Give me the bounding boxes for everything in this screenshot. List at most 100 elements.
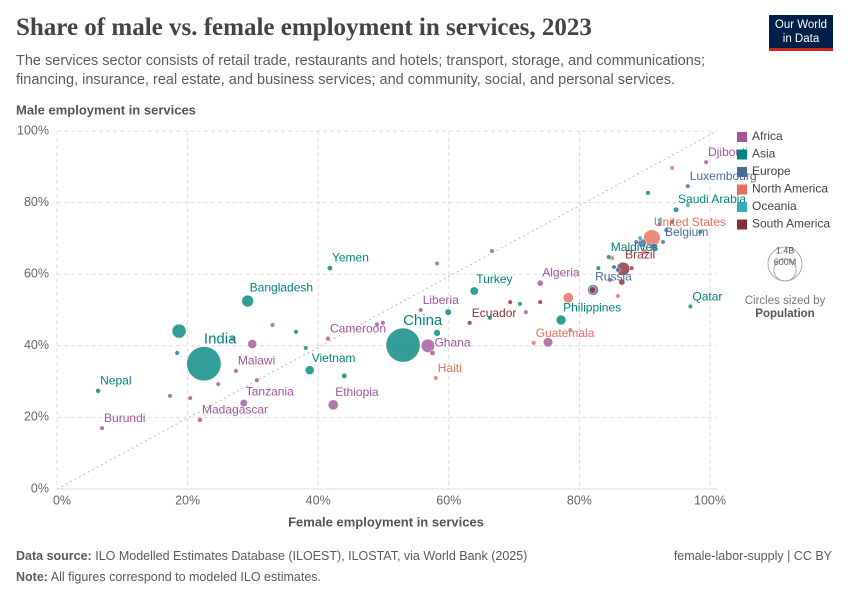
bubble[interactable] bbox=[444, 308, 452, 316]
legend-label[interactable]: Oceania bbox=[752, 199, 797, 213]
bubble[interactable] bbox=[607, 277, 613, 283]
bubble[interactable] bbox=[615, 293, 621, 299]
bubble[interactable] bbox=[174, 350, 180, 356]
bubble[interactable] bbox=[531, 340, 537, 346]
bubble[interactable] bbox=[374, 321, 380, 327]
bubble[interactable] bbox=[517, 301, 523, 307]
bubble[interactable] bbox=[697, 229, 703, 235]
bubble[interactable] bbox=[657, 221, 663, 227]
bubble[interactable] bbox=[233, 368, 239, 374]
bubble[interactable] bbox=[241, 294, 254, 308]
bubble[interactable] bbox=[247, 339, 258, 349]
bubble[interactable] bbox=[167, 393, 173, 399]
legend-swatch[interactable] bbox=[737, 184, 747, 195]
bubble[interactable] bbox=[588, 286, 596, 294]
y-tick-label: 40% bbox=[24, 338, 49, 352]
point-label: Saudi Arabia bbox=[678, 192, 746, 206]
bubble[interactable] bbox=[567, 327, 573, 333]
bubble[interactable] bbox=[380, 320, 386, 326]
bubble[interactable] bbox=[669, 219, 675, 225]
legend-label[interactable]: North America bbox=[752, 182, 828, 196]
bubble[interactable] bbox=[543, 337, 554, 348]
bubble[interactable] bbox=[641, 248, 648, 256]
bubble[interactable] bbox=[239, 399, 248, 408]
bubble[interactable] bbox=[555, 314, 567, 326]
bubble[interactable] bbox=[618, 278, 626, 286]
bubble[interactable] bbox=[663, 227, 669, 233]
bubble[interactable] bbox=[325, 335, 331, 342]
bubble[interactable] bbox=[327, 265, 333, 272]
legend-swatch[interactable] bbox=[737, 219, 747, 230]
bubble[interactable] bbox=[187, 395, 193, 401]
point-label: Philippines bbox=[563, 300, 621, 314]
logo[interactable]: Our World in Data bbox=[769, 15, 833, 51]
y-tick-label: 80% bbox=[24, 195, 49, 209]
legend-label[interactable]: South America bbox=[752, 217, 830, 231]
bubble[interactable] bbox=[467, 320, 473, 326]
bubble[interactable] bbox=[536, 279, 544, 287]
bubble[interactable] bbox=[629, 265, 635, 271]
bubble[interactable] bbox=[269, 322, 276, 328]
bubble[interactable] bbox=[95, 388, 101, 394]
bubble[interactable] bbox=[215, 381, 221, 387]
source[interactable]: ILO Modelled Estimates Database (ILOEST)… bbox=[95, 549, 528, 563]
bubble[interactable] bbox=[489, 248, 495, 254]
bubble[interactable] bbox=[303, 345, 309, 351]
bubble[interactable] bbox=[649, 242, 658, 251]
y-tick-label: 20% bbox=[24, 410, 49, 424]
bubble[interactable] bbox=[633, 239, 639, 245]
bubble[interactable] bbox=[304, 365, 315, 375]
credit[interactable]: female-labor-supply | CC BY bbox=[673, 549, 832, 563]
bubble[interactable] bbox=[385, 327, 421, 363]
bubble[interactable] bbox=[293, 329, 299, 335]
legend-swatch[interactable] bbox=[737, 149, 747, 160]
point-label: Russia bbox=[595, 270, 632, 284]
bubble[interactable] bbox=[637, 235, 643, 241]
size-legend-variable: Population bbox=[755, 308, 814, 320]
legend-swatch[interactable] bbox=[737, 202, 747, 212]
legend-label[interactable]: Asia bbox=[752, 147, 776, 161]
bubble[interactable] bbox=[171, 323, 187, 339]
bubble[interactable] bbox=[341, 372, 348, 379]
bubble[interactable] bbox=[562, 292, 574, 304]
bubble[interactable] bbox=[420, 338, 435, 353]
size-legend-title: Circles sized by bbox=[745, 295, 826, 307]
bubble[interactable] bbox=[434, 260, 440, 267]
bubble[interactable] bbox=[523, 309, 529, 315]
bubble[interactable] bbox=[487, 315, 493, 321]
legend-swatch[interactable] bbox=[737, 167, 747, 177]
source-line: Data source: ILO Modelled Estimates Data… bbox=[16, 549, 527, 563]
bubble[interactable] bbox=[660, 239, 666, 245]
bubble[interactable] bbox=[507, 299, 513, 305]
bubble[interactable] bbox=[611, 264, 617, 270]
bubble[interactable] bbox=[685, 183, 691, 189]
bubble[interactable] bbox=[595, 265, 601, 271]
legend-label[interactable]: Africa bbox=[752, 129, 783, 143]
bubble[interactable] bbox=[197, 417, 203, 423]
bubble[interactable] bbox=[99, 425, 105, 431]
point-label: Liberia bbox=[423, 293, 459, 307]
bubble[interactable] bbox=[669, 165, 675, 171]
bubble[interactable] bbox=[418, 307, 424, 313]
bubble[interactable] bbox=[685, 202, 691, 208]
bubble[interactable] bbox=[615, 267, 621, 273]
point-label: Madagascar bbox=[202, 403, 268, 417]
bubble[interactable] bbox=[254, 377, 260, 383]
bubble[interactable] bbox=[673, 206, 680, 213]
bubble[interactable] bbox=[230, 336, 236, 342]
bubble[interactable] bbox=[429, 350, 436, 356]
bubble[interactable] bbox=[433, 375, 439, 381]
bubble[interactable] bbox=[687, 303, 693, 309]
bubble[interactable] bbox=[645, 190, 651, 196]
bubble[interactable] bbox=[186, 346, 222, 382]
bubble[interactable] bbox=[703, 159, 709, 165]
point-label: China bbox=[403, 312, 443, 329]
bubble[interactable] bbox=[537, 299, 543, 305]
bubble[interactable] bbox=[469, 286, 479, 296]
legend-label[interactable]: Europe bbox=[752, 164, 791, 178]
point-label: Nepal bbox=[100, 374, 131, 388]
bubble[interactable] bbox=[433, 329, 441, 337]
legend-swatch[interactable] bbox=[737, 132, 747, 142]
bubble[interactable] bbox=[327, 399, 339, 411]
bubble[interactable] bbox=[606, 254, 612, 260]
